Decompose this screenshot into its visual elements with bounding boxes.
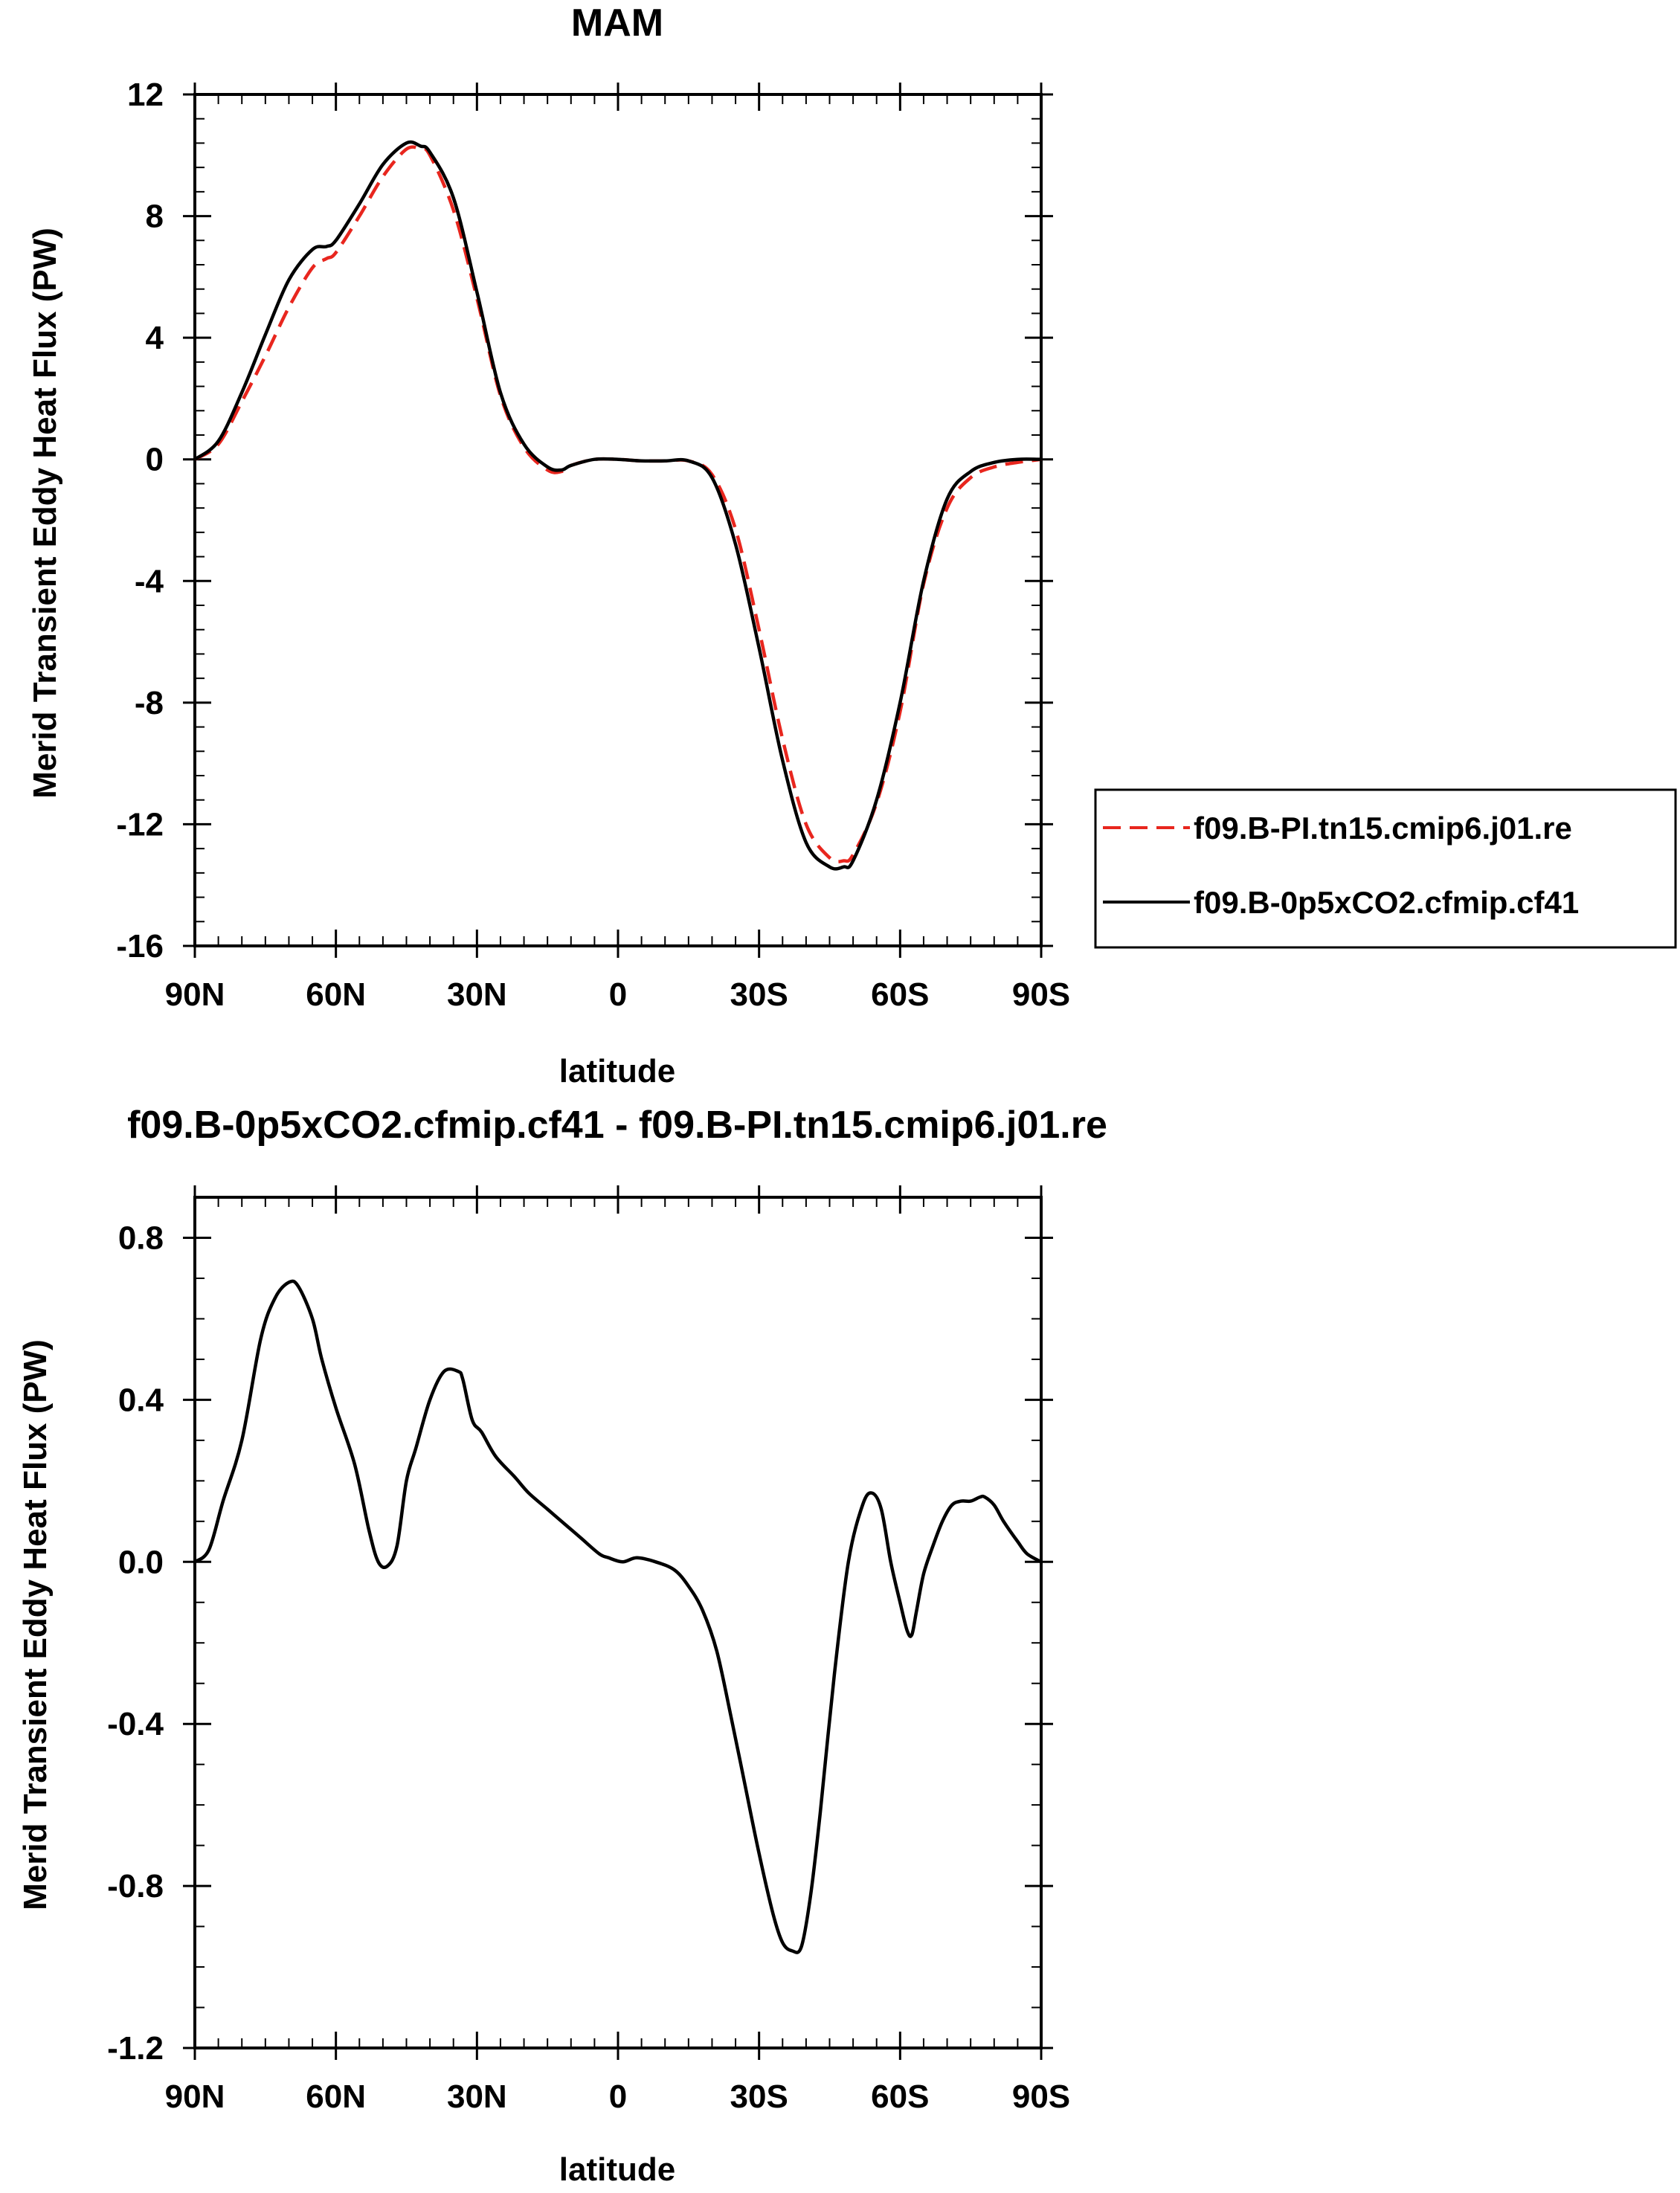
bottom-x-tick-label: 30N (447, 2078, 507, 2115)
top-x-tick-label: 60S (871, 976, 929, 1013)
top-panel: MAM latitude Merid Transient Eddy Heat F… (27, 1, 1070, 1089)
top-panel-y-axis-label: Merid Transient Eddy Heat Flux (PW) (27, 228, 63, 799)
bottom-y-tick-label: -0.4 (107, 1706, 164, 1742)
bottom-y-tick-label: -0.8 (107, 1868, 164, 1904)
bottom-panel-title: f09.B-0p5xCO2.cfmip.cf41 - f09.B-PI.tn15… (127, 1104, 1107, 1147)
top-y-tick-label: 4 (146, 320, 164, 356)
bottom-x-tick-label: 90S (1012, 2078, 1070, 2115)
top-series-line-1 (193, 140, 1042, 871)
top-y-tick-label: -16 (116, 928, 164, 965)
top-panel-x-axis-label: latitude (559, 1053, 675, 1089)
bottom-x-tick-label: 90N (165, 2078, 225, 2115)
legend-label-0p5xco2: f09.B-0p5xCO2.cfmip.cf41 (1194, 885, 1579, 920)
bottom-x-tick-label: 0 (609, 2078, 627, 2115)
bottom-x-tick-label: 60N (306, 2078, 366, 2115)
bottom-y-tick-label: 0.0 (118, 1544, 164, 1580)
top-panel-title: MAM (571, 1, 663, 45)
top-y-tick-label: 0 (146, 442, 164, 478)
legend-box (1094, 788, 1677, 949)
bottom-panel: f09.B-0p5xCO2.cfmip.cf41 - f09.B-PI.tn15… (17, 1104, 1107, 2188)
top-x-tick-label: 30S (730, 976, 788, 1013)
bottom-x-tick-label: 30S (730, 2078, 788, 2115)
bottom-series-line-0 (193, 1279, 1043, 1954)
top-x-tick-label: 0 (609, 976, 627, 1013)
top-x-tick-label: 60N (306, 976, 366, 1013)
top-series-line-0 (193, 145, 1042, 864)
bottom-y-tick-label: 0.4 (118, 1382, 164, 1418)
top-y-tick-label: 8 (146, 199, 164, 235)
bottom-x-tick-label: 60S (871, 2078, 929, 2115)
bottom-y-tick-label: 0.8 (118, 1220, 164, 1256)
bottom-y-tick-label: -1.2 (107, 2030, 164, 2067)
legend-label-pi: f09.B-PI.tn15.cmip6.j01.re (1194, 811, 1572, 846)
top-y-tick-label: -12 (116, 806, 164, 843)
top-panel-legend: f09.B-PI.tn15.cmip6.j01.re f09.B-0p5xCO2… (1094, 788, 1677, 949)
bottom-panel-y-axis-label: Merid Transient Eddy Heat Flux (PW) (17, 1339, 54, 1910)
top-plot-frame (193, 93, 1043, 947)
top-x-tick-label: 90N (165, 976, 225, 1013)
top-y-tick-label: -4 (135, 563, 164, 599)
top-y-tick-label: 12 (127, 77, 164, 113)
bottom-panel-x-axis-label: latitude (559, 2151, 675, 2188)
top-x-tick-label: 30N (447, 976, 507, 1013)
top-y-tick-label: -8 (135, 685, 164, 721)
top-x-tick-label: 90S (1012, 976, 1070, 1013)
